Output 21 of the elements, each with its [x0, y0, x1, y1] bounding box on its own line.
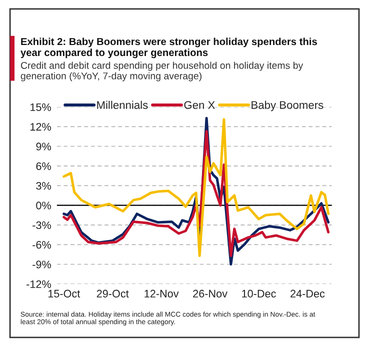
y-tick-label: 15% — [30, 103, 51, 112]
legend-label: Gen X — [184, 101, 215, 109]
x-tick-label: 29-Oct — [96, 290, 129, 298]
y-tick-label: 9% — [36, 142, 51, 150]
x-tick-label: 24-Dec — [290, 290, 325, 298]
y-tick-label: -12% — [26, 280, 51, 288]
y-tick-label: -9% — [32, 260, 51, 268]
y-tick-label: 12% — [30, 123, 51, 131]
x-tick-label: 15-Oct — [48, 290, 80, 298]
x-tick-label: 12-Nov — [144, 290, 179, 298]
chart-title: Exhibit 2: Baby Boomers were stronger holiday spenders this year compared to younger generations — [20, 38, 317, 58]
y-tick-label: -3% — [32, 221, 51, 230]
y-tick-label: 0% — [36, 202, 51, 210]
x-tick-label: 26-Nov — [193, 290, 228, 298]
y-tick-label: -6% — [32, 241, 51, 249]
y-tick-label: 3% — [36, 182, 51, 190]
y-tick-label: 6% — [36, 162, 51, 170]
legend-label: Baby Boomers — [252, 100, 324, 112]
chart-subtitle: Credit and debit card spending per household on holiday items by generation (%YoY, 7-day moving average) — [20, 62, 304, 82]
legend-label: Millennials — [97, 100, 148, 109]
x-tick-label: 10-Dec — [242, 290, 276, 298]
